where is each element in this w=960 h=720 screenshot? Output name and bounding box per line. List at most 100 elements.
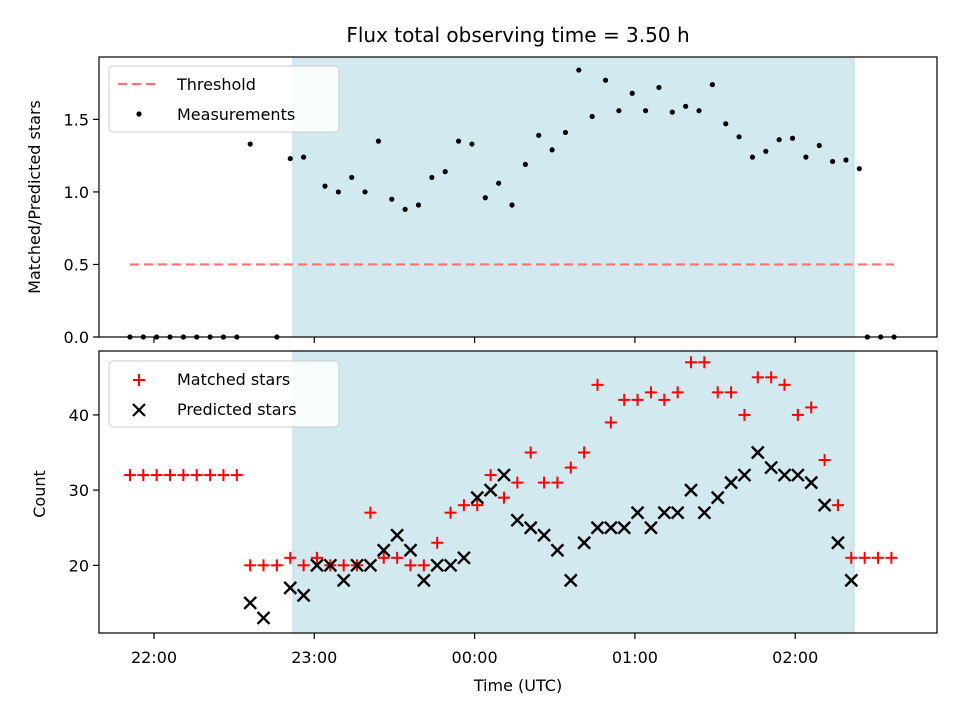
matched-star-point [631,393,644,406]
predicted-star-point [617,520,632,535]
x-tick-label: 22:00 [131,648,177,667]
matched-star-point [297,559,310,572]
matched-star-point [457,499,470,512]
top-y-tick-label: 1.5 [64,110,89,129]
matched-stars-points [123,356,898,572]
top-legend: Threshold Measurements [108,65,340,133]
measurement-point [415,202,422,208]
matched-star-point [618,393,631,406]
measurement-point [509,202,515,208]
top-y-tick-label: 0.0 [64,328,89,347]
measurement-point [455,138,462,144]
measurement-point [749,154,756,160]
bottom-x-ticks: 22:00 23:00 00:00 01:00 02:00 [131,633,818,667]
top-panel: 0.0 0.5 1.0 1.5 Matched/Predicted stars Thr… [25,56,938,347]
legend-predicted-swatch [132,403,146,417]
matched-star-point [417,559,430,572]
measurement-point [335,189,341,195]
measurement-point [322,183,328,189]
matched-star-point [725,386,738,399]
measurement-point [629,90,635,96]
legend-measurements-label: Measurements [177,105,295,124]
top-y-tick-label: 1.0 [64,183,89,202]
matched-star-point [604,416,617,429]
matched-star-point [391,551,404,564]
matched-star-point [431,536,444,549]
top-legend-box [108,65,340,133]
matched-star-point [204,469,217,482]
measurement-point [776,137,782,143]
predicted-star-point [630,505,645,520]
matched-star-point [137,469,150,482]
matched-star-point [337,559,350,572]
bottom-y-axis-label: Count [30,470,49,518]
predicted-star-point [376,543,391,558]
matched-star-point [524,446,537,459]
bottom-legend: Matched stars Predicted stars [108,360,340,428]
matched-star-point [751,371,764,384]
predicted-star-point [510,513,525,528]
measurement-point [287,155,293,162]
matched-star-point [497,491,510,504]
matched-star-point [591,378,604,391]
predicted-star-point [577,535,591,550]
predicted-star-point [791,468,805,482]
predicted-star-point [697,505,712,520]
predicted-star-point [670,505,685,520]
matched-star-point [644,386,657,399]
legend-predicted-label: Predicted stars [177,400,297,419]
matched-star-point [872,551,885,564]
chart-title: Flux total observing time = 3.50 h [346,23,689,47]
matched-star-point [177,469,190,482]
measurement-point [576,67,582,73]
measurement-point [843,157,849,163]
matched-star-point [364,506,377,519]
predicted-star-point [336,573,351,588]
predicted-star-point [604,520,618,535]
matched-star-point [818,454,831,467]
measurement-point [763,148,769,154]
matched-star-point [711,386,724,399]
bottom-y-ticks: 20 30 40 [69,406,99,575]
matched-star-point [404,559,417,572]
matched-star-point [765,371,778,384]
measurement-point [856,166,862,172]
top-axes-frame [98,56,938,338]
predicted-star-point [443,558,458,573]
measurement-point [589,113,595,120]
top-y-axis-label: Matched/Predicted stars [25,100,44,294]
matched-star-point [377,551,390,564]
predicted-star-point [296,588,311,603]
predicted-star-point [243,596,258,610]
predicted-star-point [256,611,271,625]
legend-matched-swatch [133,374,145,386]
measurement-point [402,206,408,212]
measurement-point [602,77,609,83]
measurement-point [656,84,662,91]
measurement-point [536,132,542,138]
measurement-point [442,169,448,175]
top-y-tick-label: 0.5 [64,255,89,274]
predicted-star-point [283,581,298,595]
measurement-point [723,121,729,127]
matched-star-point [698,356,711,369]
predicted-star-point [403,543,418,558]
predicted-star-point [657,505,672,520]
predicted-star-point [724,475,738,490]
measurement-point [696,108,702,114]
legend-matched-label: Matched stars [177,370,290,389]
x-tick-label: 01:00 [612,648,658,667]
matched-star-point [164,469,177,482]
top-highlight-region [292,56,855,338]
predicted-star-point [416,573,431,588]
bottom-axes-frame [98,350,938,634]
predicted-star-point [644,520,658,535]
measurement-point [669,109,675,115]
matched-star-point [791,408,804,421]
predicted-star-point [310,558,324,573]
matched-star-point [831,499,844,512]
matched-star-point [658,393,671,406]
measurement-point [549,147,555,153]
measurement-point [616,108,622,114]
predicted-star-point [817,498,832,513]
